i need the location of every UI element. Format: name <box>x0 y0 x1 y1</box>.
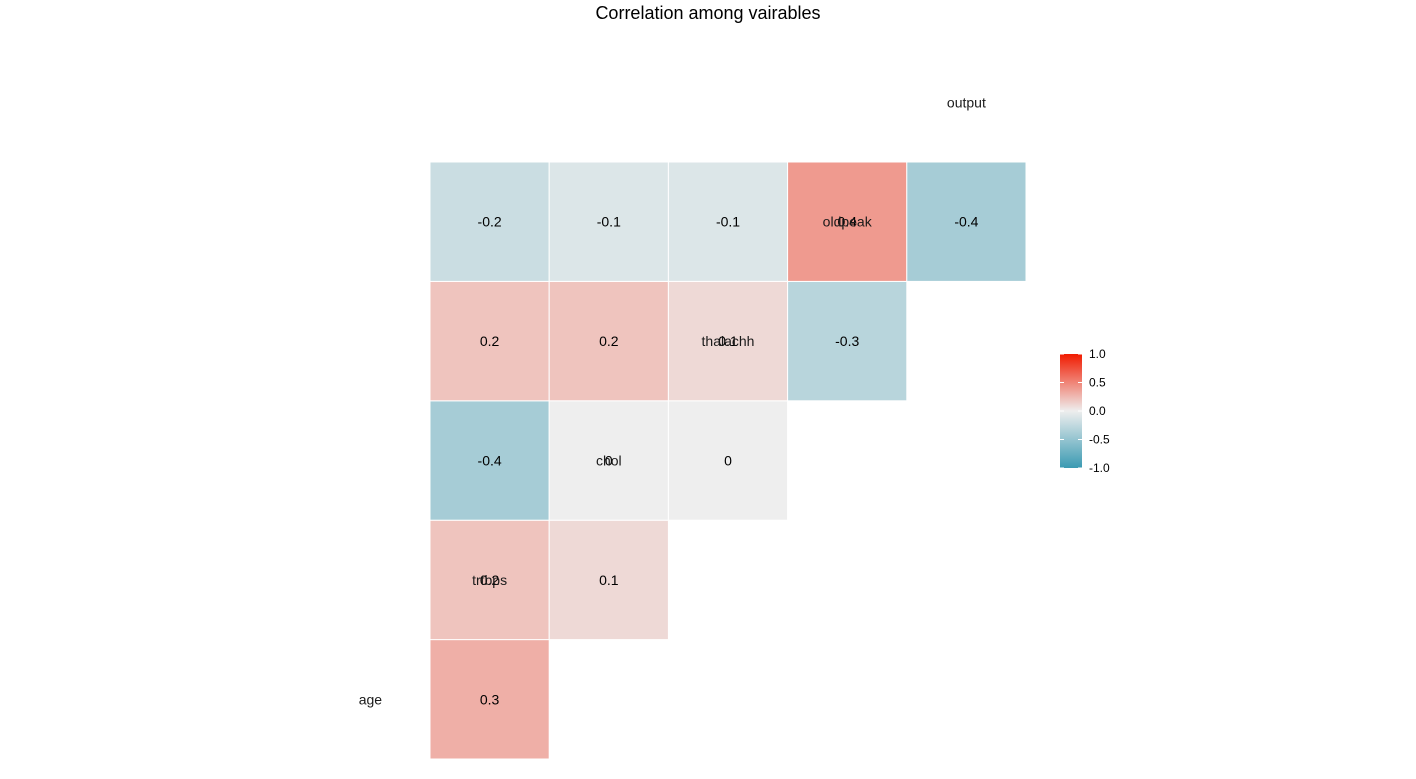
heatmap-cell-chol-trtbps <box>548 519 669 641</box>
heatmap-cell-oldpeak-chol <box>667 280 789 402</box>
cell-value-label: 0.3 <box>480 691 500 707</box>
variable-label-oldpeak: oldpeak <box>823 214 873 230</box>
cell-value-label: 0.2 <box>480 333 500 349</box>
variable-label-output: output <box>947 94 986 110</box>
cell-value-label: 0.1 <box>718 333 738 349</box>
legend-color-bar <box>1060 354 1082 468</box>
cell-value-label: -0.1 <box>716 214 740 230</box>
variable-label-thalachh: thalachh <box>702 333 755 349</box>
cell-value-label: -0.3 <box>835 333 859 349</box>
legend-tick-label: -1.0 <box>1089 461 1110 475</box>
variable-label-age: age <box>359 691 383 707</box>
variable-label-trtbps: trtbps <box>472 572 507 588</box>
cell-value-label: -0.4 <box>954 214 978 230</box>
heatmap-cell-oldpeak-thalachh <box>787 280 908 402</box>
heatmap-cell-thalachh-chol <box>667 400 789 521</box>
cell-value-label: 0.1 <box>599 572 619 588</box>
heatmap-cell-output-trtbps <box>548 161 669 282</box>
cell-value-label: -0.2 <box>478 214 502 230</box>
heatmap-cell-output-oldpeak <box>906 161 1027 282</box>
heatmap-cell-output-thalachh <box>787 161 908 282</box>
cell-value-label: 0.2 <box>599 333 619 349</box>
legend-tick-label: 1.0 <box>1089 347 1106 361</box>
heatmap-cell-output-age <box>429 161 550 282</box>
heatmap-cell-chol-age <box>429 519 550 641</box>
legend-tick-label: 0.0 <box>1089 404 1106 418</box>
legend-tick-label: 0.5 <box>1089 376 1106 390</box>
cell-value-label: -0.4 <box>478 453 502 469</box>
cell-value-label: 0 <box>605 453 613 469</box>
heatmap-cell-thalachh-age <box>429 400 550 521</box>
heatmap-cell-oldpeak-age <box>429 280 550 402</box>
heatmap-cell-trtbps-age <box>429 639 550 760</box>
legend-tick-label: -0.5 <box>1089 433 1110 447</box>
chart-title: Correlation among vairables <box>595 3 821 23</box>
cell-value-label: 0.2 <box>480 572 500 588</box>
cell-value-label: 0 <box>724 453 732 469</box>
heatmap-cell-output-chol <box>667 161 789 282</box>
cell-value-label: -0.1 <box>597 214 621 230</box>
cell-value-label: 0.4 <box>837 214 857 230</box>
variable-label-chol: chol <box>596 453 622 469</box>
